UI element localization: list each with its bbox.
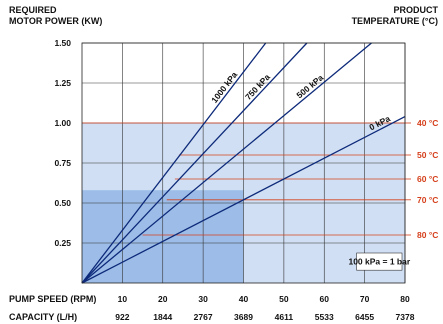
y-tick-label-0: 0.25 xyxy=(54,238,71,248)
x-tick-labels: 10 20 30 40 50 60 70 80 xyxy=(118,294,410,304)
x-tick-label-7: 80 xyxy=(400,294,410,304)
x-tick-label-1: 20 xyxy=(158,294,168,304)
capacity-tick-label-3: 3689 xyxy=(234,312,253,322)
series-line-3 xyxy=(81,116,406,284)
x-tick-label-2: 30 xyxy=(198,294,208,304)
x-axis-label: PUMP SPEED (RPM) xyxy=(9,294,96,304)
x-tick-label-0: 10 xyxy=(118,294,128,304)
series-line-2 xyxy=(81,42,372,284)
capacity-tick-label-0: 922 xyxy=(115,312,129,322)
x-tick-label-5: 60 xyxy=(320,294,330,304)
capacity-tick-labels: 922 1844 2767 3689 4611 5533 6455 7378 xyxy=(115,312,414,322)
temperature-label-4: 80 °C xyxy=(417,230,438,240)
series-label-2: 500 kPa xyxy=(294,72,325,100)
x-tick-label-6: 70 xyxy=(360,294,370,304)
capacity-tick-label-7: 7378 xyxy=(396,312,415,322)
temperature-label-0: 40 °C xyxy=(417,118,438,128)
series-line-1 xyxy=(81,42,308,284)
temperature-lines xyxy=(82,122,411,236)
temperature-label-3: 70 °C xyxy=(417,195,438,205)
capacity-tick-label-4: 4611 xyxy=(275,312,294,322)
series-label-1: 750 kPa xyxy=(243,72,272,102)
capacity-tick-label-5: 5533 xyxy=(315,312,334,322)
title-right-line-2: TEMPERATURE (°C) xyxy=(352,16,438,26)
y-tick-label-3: 1.00 xyxy=(54,118,71,128)
temperature-label-2: 60 °C xyxy=(417,174,438,184)
y-tick-label-5: 1.50 xyxy=(54,38,71,48)
capacity-tick-label-6: 6455 xyxy=(355,312,374,322)
series-line-0 xyxy=(81,42,267,284)
capacity-tick-label-1: 1844 xyxy=(153,312,172,322)
capacity-tick-label-2: 2767 xyxy=(194,312,213,322)
y-tick-labels: 0.25 0.50 0.75 1.00 1.25 1.50 xyxy=(54,38,71,248)
x-tick-label-3: 40 xyxy=(239,294,249,304)
legend-note-box xyxy=(356,252,403,271)
legend-note: 100 kPa = 1 bar xyxy=(348,257,410,267)
temperature-label-1: 50 °C xyxy=(417,150,438,160)
title-left-line-1: REQUIRED xyxy=(9,5,57,15)
capacity-axis-label: CAPACITY (L/H) xyxy=(9,312,77,322)
plot-frame xyxy=(81,42,406,284)
y-tick-label-1: 0.50 xyxy=(54,198,71,208)
series-label-0: 1000 kPa xyxy=(209,70,239,105)
temperature-labels: 40 °C 50 °C 60 °C 70 °C 80 °C xyxy=(417,118,438,240)
title-left-line-2: MOTOR POWER (KW) xyxy=(9,16,102,26)
pressure-series xyxy=(81,42,406,284)
y-tick-label-2: 0.75 xyxy=(54,158,71,168)
y-tick-label-4: 1.25 xyxy=(54,78,71,88)
x-tick-label-4: 50 xyxy=(279,294,289,304)
title-right-line-1: PRODUCT xyxy=(394,5,439,15)
